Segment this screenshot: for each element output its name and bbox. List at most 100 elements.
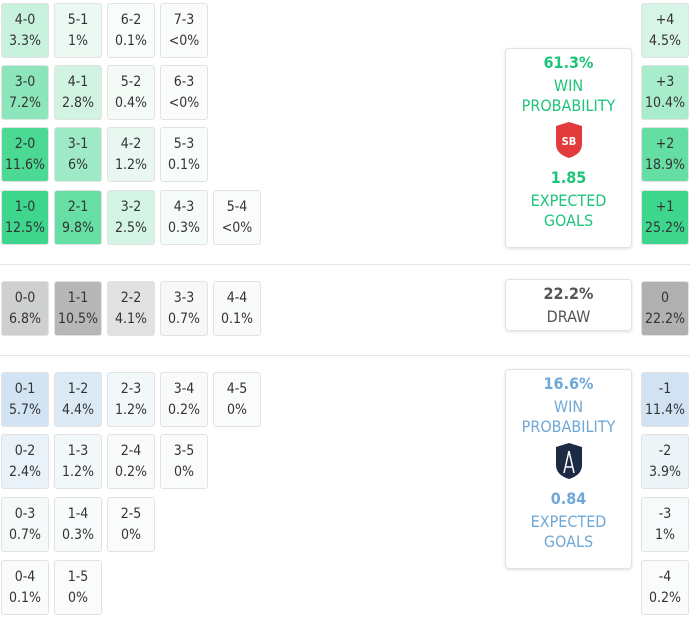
cell-text: 0.7% (168, 310, 200, 327)
divider (0, 264, 690, 265)
cell-text: 2.8% (62, 94, 94, 111)
cell-text: 10.4% (644, 94, 685, 111)
cell-text: 4.1% (115, 310, 147, 327)
cell-text: 1-2 (67, 380, 89, 397)
score-cell: 7-3 <0% (160, 3, 208, 58)
cell-text: +3 (655, 73, 675, 90)
home-win-label: WIN PROBABILITY (521, 76, 616, 115)
score-cell: 3-2 2.5% (107, 190, 155, 245)
cell-text: 1.2% (115, 156, 147, 173)
away-logo (555, 443, 582, 479)
cell-text: 5-3 (173, 135, 195, 152)
score-cell: 4-2 1.2% (107, 127, 155, 182)
cell-text: 0.3% (168, 219, 200, 236)
cell-text: 4-4 (226, 289, 248, 306)
cell-text: 3-5 (173, 442, 195, 459)
cell-text: 0-1 (14, 380, 36, 397)
cell-text: 11.4% (644, 401, 685, 418)
draw-label: DRAW (546, 307, 591, 326)
cell-text: 7.2% (9, 94, 41, 111)
cell-text: 3-0 (14, 73, 36, 90)
score-cell: 3-4 0.2% (160, 372, 208, 427)
score-cell: +4 4.5% (641, 3, 689, 58)
home-win-pct: 61.3% (543, 53, 594, 72)
score-cell: 2-5 0% (107, 497, 155, 552)
away-panel: 16.6% WIN PROBABILITY 0.84 EXPECTED GOAL… (505, 369, 632, 569)
cell-text: 4-2 (120, 135, 142, 152)
cell-text: +1 (655, 198, 675, 215)
cell-text: 3-1 (67, 135, 89, 152)
score-cell: 0-1 5.7% (1, 372, 49, 427)
cell-text: -1 (658, 380, 672, 397)
away-xg-label: EXPECTED GOALS (530, 512, 607, 551)
score-cell: 2-1 9.8% (54, 190, 102, 245)
score-cell: 2-3 1.2% (107, 372, 155, 427)
cell-text: 4-3 (173, 198, 195, 215)
score-cell: 0-0 6.8% (1, 281, 49, 336)
cell-text: 9.8% (62, 219, 94, 236)
cell-text: 1-0 (14, 198, 36, 215)
score-cell: 6-3 <0% (160, 65, 208, 120)
cell-text: 2-2 (120, 289, 142, 306)
cell-text: 6% (68, 156, 88, 173)
cell-text: 3-4 (173, 380, 195, 397)
cell-text: +4 (655, 11, 675, 28)
score-cell: 1-3 1.2% (54, 434, 102, 489)
score-cell: 5-2 0.4% (107, 65, 155, 120)
score-cell: +1 25.2% (641, 190, 689, 245)
cell-text: 18.9% (644, 156, 685, 173)
score-cell: 3-3 0.7% (160, 281, 208, 336)
cell-text: 1.2% (115, 401, 147, 418)
cell-text: 1.2% (62, 463, 94, 480)
cell-text: 0.1% (168, 156, 200, 173)
cell-text: 0% (174, 463, 194, 480)
score-cell: -2 3.9% (641, 434, 689, 489)
home-panel: 61.3% WIN PROBABILITY SB 1.85 EXPECTED G… (505, 48, 632, 248)
cell-text: 2-4 (120, 442, 142, 459)
cell-text: 2.5% (115, 219, 147, 236)
cell-text: 1% (655, 526, 675, 543)
svg-text:SB: SB (561, 135, 576, 148)
cell-text: 0.1% (221, 310, 253, 327)
cell-text: 0.1% (9, 589, 41, 606)
cell-text: 5.7% (9, 401, 41, 418)
cell-text: 6-3 (173, 73, 195, 90)
score-cell: 4-0 3.3% (1, 3, 49, 58)
cell-text: 2-3 (120, 380, 142, 397)
draw-pct: 22.2% (543, 284, 594, 303)
score-cell: 1-4 0.3% (54, 497, 102, 552)
cell-text: 6.8% (9, 310, 41, 327)
score-cell: 0-2 2.4% (1, 434, 49, 489)
cell-text: 5-4 (226, 198, 248, 215)
cell-text: 3-2 (120, 198, 142, 215)
cell-text: 3.9% (649, 463, 681, 480)
home-xg: 1.85 (550, 168, 587, 187)
home-logo: SB (555, 122, 582, 158)
score-cell: 4-1 2.8% (54, 65, 102, 120)
score-cell: 2-0 11.6% (1, 127, 49, 182)
score-cell: -3 1% (641, 497, 689, 552)
cell-text: 11.6% (4, 156, 45, 173)
cell-text: 0-0 (14, 289, 36, 306)
score-cell: 3-0 7.2% (1, 65, 49, 120)
cell-text: 0.7% (9, 526, 41, 543)
score-cell: 3-1 6% (54, 127, 102, 182)
cell-text: <0% (168, 32, 200, 49)
cell-text: 0-3 (14, 505, 36, 522)
cell-text: 3-3 (173, 289, 195, 306)
score-cell: 4-5 0% (213, 372, 261, 427)
cell-text: 4.5% (649, 32, 681, 49)
cell-text: 1-3 (67, 442, 89, 459)
cell-text: 4-5 (226, 380, 248, 397)
score-cell: 3-5 0% (160, 434, 208, 489)
cell-text: 1-5 (67, 568, 89, 585)
cell-text: 1-1 (67, 289, 89, 306)
cell-text: 25.2% (644, 219, 685, 236)
cell-text: 12.5% (4, 219, 45, 236)
home-xg-label: EXPECTED GOALS (530, 191, 607, 230)
score-cell: 0-4 0.1% (1, 560, 49, 615)
cell-text: 5-1 (67, 11, 89, 28)
cell-text: 1% (68, 32, 88, 49)
cell-text: 5-2 (120, 73, 142, 90)
